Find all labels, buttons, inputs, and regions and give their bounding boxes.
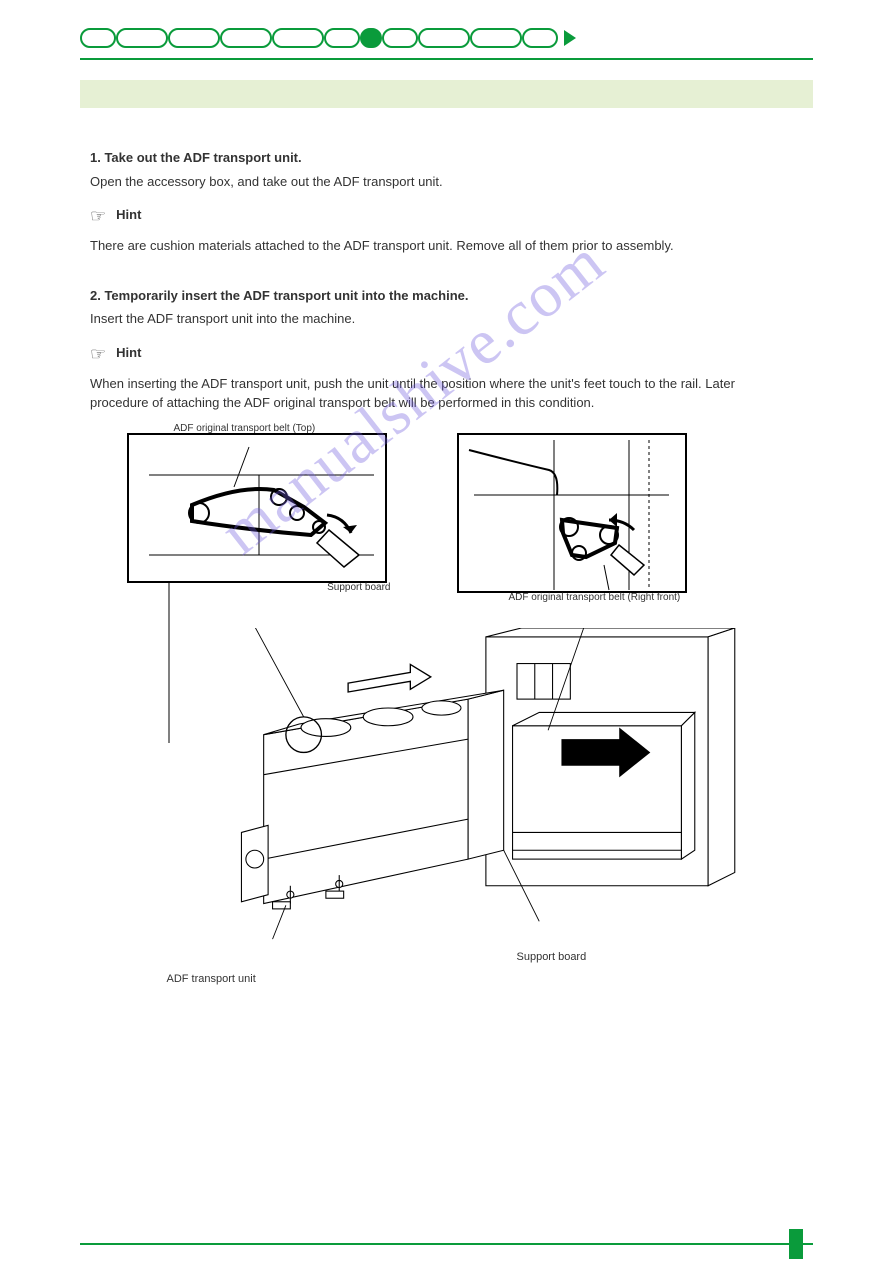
- hint-label: Hint: [116, 343, 141, 363]
- nav-pill[interactable]: [220, 28, 272, 48]
- nav-pills: [0, 0, 893, 48]
- hand-icon: ☞: [90, 341, 106, 368]
- step2-heading: 2. Temporarily insert the ADF transport …: [90, 286, 803, 306]
- header-divider: [80, 58, 813, 60]
- hint-block: ☞ Hint: [90, 343, 803, 368]
- hand-icon: ☞: [90, 203, 106, 230]
- step1-sub: Open the accessory box, and take out the…: [90, 172, 803, 192]
- step2-block: 2. Temporarily insert the ADF transport …: [90, 286, 803, 983]
- hint-body: When inserting the ADF transport unit, p…: [90, 374, 803, 413]
- footer-divider: [80, 1243, 813, 1245]
- nav-pill[interactable]: [272, 28, 324, 48]
- nav-pill[interactable]: [324, 28, 360, 48]
- nav-pill-active[interactable]: [360, 28, 382, 48]
- nav-pill[interactable]: [168, 28, 220, 48]
- step1-heading: 1. Take out the ADF transport unit.: [90, 148, 803, 168]
- nav-pill[interactable]: [80, 28, 116, 48]
- hint-label: Hint: [116, 205, 141, 225]
- nav-pill[interactable]: [418, 28, 470, 48]
- figure: ADF original transport belt (Top) Suppor…: [97, 433, 797, 983]
- nav-pill[interactable]: [470, 28, 522, 48]
- content-area: 1. Take out the ADF transport unit. Open…: [0, 108, 893, 983]
- page-tab: [789, 1229, 803, 1259]
- hint-block: ☞ Hint: [90, 205, 803, 230]
- nav-pill[interactable]: [382, 28, 418, 48]
- nav-pill[interactable]: [116, 28, 168, 48]
- nav-pill[interactable]: [522, 28, 558, 48]
- connectors: [97, 433, 797, 983]
- label-support-board-main: Support board: [517, 949, 587, 966]
- label-adf-unit: ADF transport unit: [167, 971, 256, 988]
- nav-next-icon[interactable]: [562, 30, 576, 46]
- step2-sub: Insert the ADF transport unit into the m…: [90, 309, 803, 329]
- hint-body: There are cushion materials attached to …: [90, 236, 803, 256]
- section-banner: [80, 80, 813, 108]
